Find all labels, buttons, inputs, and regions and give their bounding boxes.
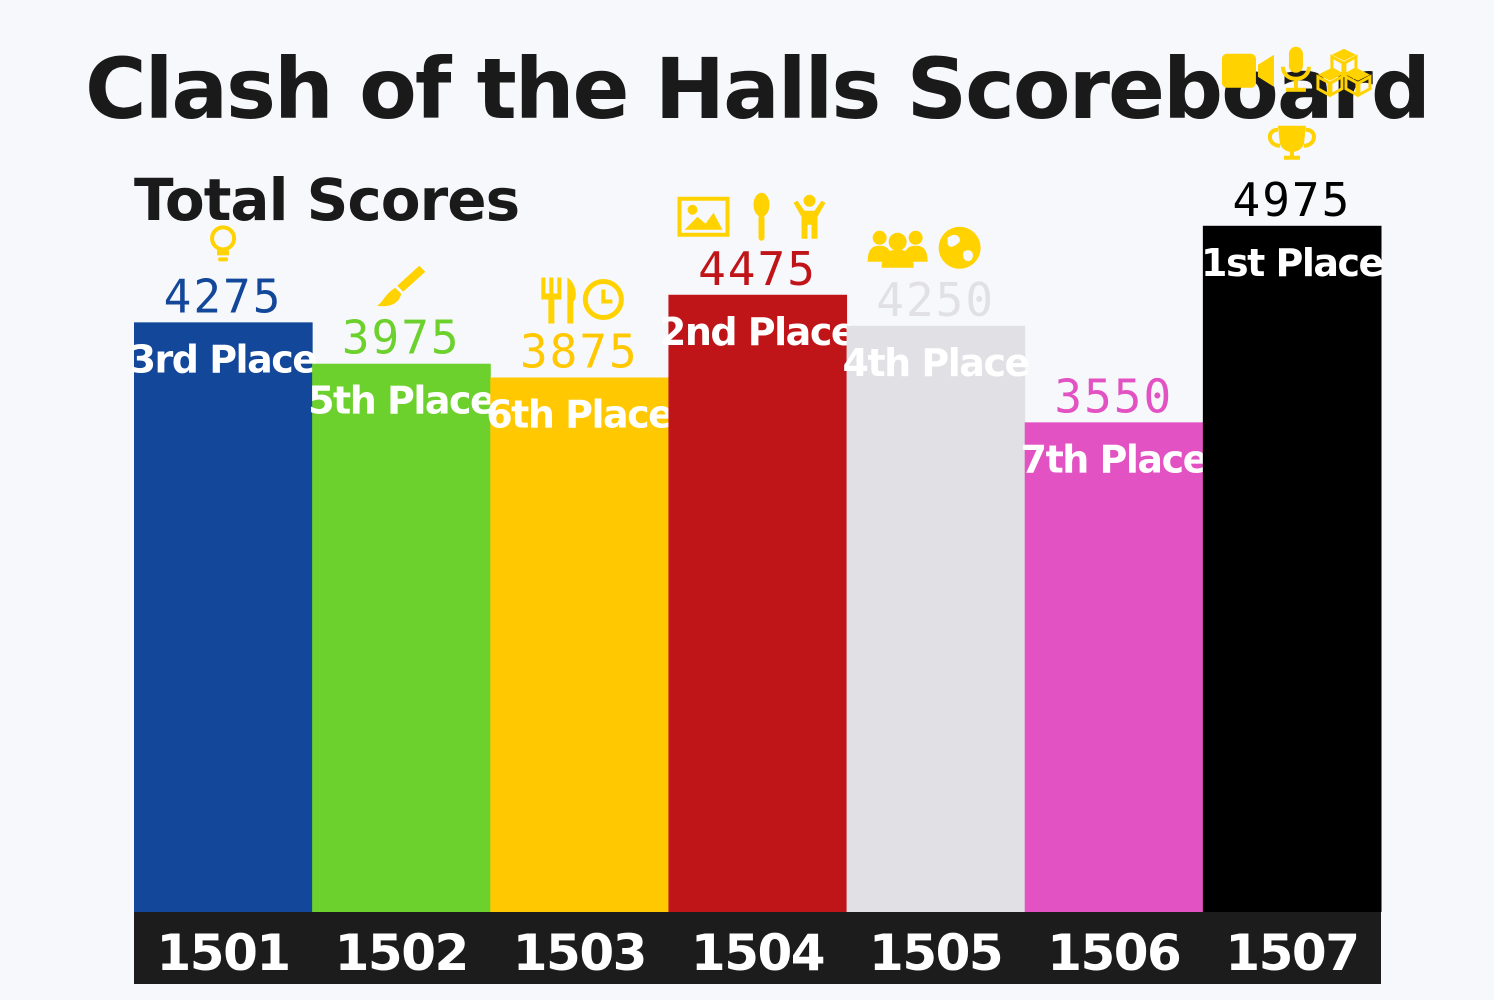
bar-1506: [1024, 422, 1204, 912]
value-label-1505: 4250: [876, 273, 995, 327]
users-icon: [867, 230, 928, 268]
cubes-icon: [1316, 48, 1372, 98]
bar-1504: [668, 294, 848, 912]
category-label-1501: 1501: [156, 924, 289, 982]
bar-1505: [846, 325, 1026, 912]
spoon-icon: [753, 192, 770, 241]
category-label-1506: 1506: [1047, 924, 1180, 982]
place-label-1503: 6th Place: [486, 393, 672, 437]
bar-1507: [1202, 225, 1382, 913]
place-label-1502: 5th Place: [308, 379, 494, 423]
bar-1501: [134, 322, 313, 912]
place-label-1506: 7th Place: [1021, 437, 1207, 481]
place-label-1504: 2nd Place: [660, 310, 855, 354]
value-label-1507: 4975: [1233, 173, 1352, 227]
category-band-background: [134, 912, 1381, 984]
video-camera-icon: [1221, 53, 1274, 88]
clock-icon: [582, 279, 624, 321]
bars-group: 4275 3rd Place 3975 5th Place 3875 6th Place 4…: [130, 173, 1384, 913]
image-icon: [677, 196, 730, 237]
value-label-1501: 4275: [164, 269, 283, 323]
category-band: 1501 1502 1503 1504 1505 1506 1507: [134, 912, 1381, 984]
utensils-icon: [541, 277, 576, 324]
trophy-icon: [1267, 125, 1316, 160]
place-label-1507: 1st Place: [1201, 241, 1383, 285]
category-label-1502: 1502: [335, 924, 468, 982]
bar-1502: [312, 363, 491, 913]
microphone-icon: [1280, 46, 1311, 92]
place-label-1501: 3rd Place: [130, 337, 317, 381]
chart-title: Clash of the Halls Scoreboard: [85, 40, 1429, 138]
icons-group: [210, 46, 1372, 324]
category-label-1503: 1503: [513, 924, 646, 982]
place-label-1505: 4th Place: [843, 341, 1029, 385]
child-icon: [793, 194, 826, 239]
category-label-1505: 1505: [869, 924, 1002, 982]
bar-1503: [490, 377, 669, 913]
value-label-1502: 3975: [342, 311, 461, 365]
value-label-1506: 3550: [1054, 369, 1173, 423]
paintbrush-icon: [377, 265, 426, 307]
category-label-1504: 1504: [691, 924, 824, 982]
lightbulb-icon: [210, 225, 237, 262]
value-label-1504: 4475: [698, 242, 817, 296]
value-label-1503: 3875: [520, 325, 639, 379]
globe-icon: [938, 226, 981, 269]
category-label-1507: 1507: [1225, 924, 1358, 982]
chart-subtitle: Total Scores: [134, 166, 519, 234]
